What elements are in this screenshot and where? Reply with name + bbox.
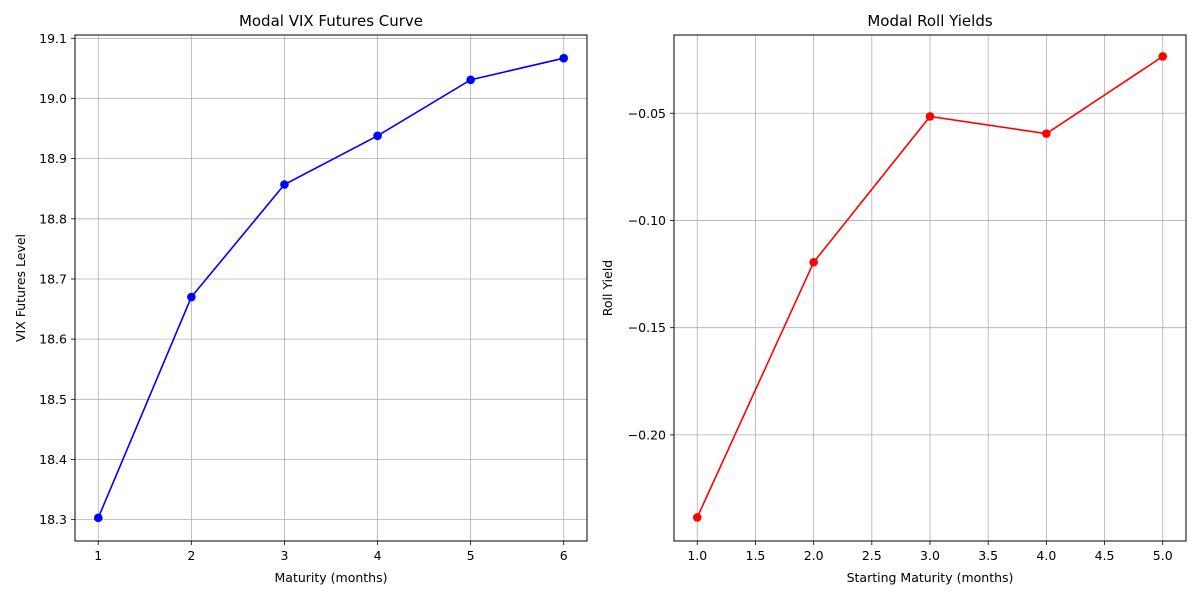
data-point: [187, 292, 196, 302]
grid-lines: [75, 35, 587, 541]
y-tick-label: −0.10: [628, 213, 666, 228]
y-tick-label: 19.0: [39, 91, 67, 106]
x-tick-label: 3: [280, 548, 288, 563]
data-point: [1042, 129, 1051, 138]
data-point: [692, 513, 702, 522]
x-tick-label: 3.0: [920, 548, 940, 563]
x-tick-label: 1: [94, 548, 102, 563]
plot-frame: [74, 34, 588, 542]
data-point: [373, 131, 382, 141]
chart-title: Modal Roll Yields: [867, 12, 993, 30]
y-tick-label: 18.8: [39, 211, 67, 226]
chart-title: Modal VIX Futures Curve: [239, 12, 423, 30]
x-tick-label: 3.5: [978, 548, 998, 563]
y-tick-label: 18.6: [39, 332, 67, 347]
x-axis-label: Maturity (months): [275, 570, 388, 585]
x-tick-label: 6: [560, 548, 568, 563]
x-tick-label: 2: [187, 548, 195, 563]
y-tick-label: 18.5: [39, 392, 67, 407]
series-line: [97, 57, 564, 519]
x-tick-label: 1.0: [687, 548, 707, 563]
x-axis-label: Starting Maturity (months): [847, 570, 1014, 585]
data-point: [466, 75, 475, 85]
y-tick-label: 18.7: [39, 271, 67, 286]
x-tick-label: 4: [374, 548, 382, 563]
series-layer: [93, 53, 569, 523]
x-tick-label: 2.0: [804, 548, 824, 563]
x-tick-label: 5.0: [1153, 548, 1173, 563]
data-point: [93, 513, 103, 523]
y-tick-label: −0.15: [628, 320, 666, 335]
y-tick-label: −0.05: [628, 106, 666, 121]
vix-futures-curve-chart: 1 2 3 4 5 6 18.3 18.4 18.5 18.6 18.7 18.8 18.9 19.0 19…: [13, 12, 588, 585]
y-tick-label: 19.1: [39, 31, 67, 46]
x-tick-label: 4.0: [1036, 548, 1056, 563]
series-layer: [692, 52, 1168, 522]
y-axis-label: Roll Yield: [600, 260, 615, 316]
x-tick-label: 1.5: [746, 548, 766, 563]
y-tick-label: 18.3: [39, 512, 67, 527]
y-tick-label: 18.4: [39, 452, 67, 467]
y-tick-label: −0.20: [628, 427, 666, 442]
data-point: [925, 112, 935, 121]
grid-lines: [674, 35, 1186, 541]
ticks: 1.0 1.5 2.0 2.5 3.0 3.5 4.0 4.5 5.0 −0.20 −0.15 −0.…: [628, 106, 1173, 563]
y-axis-label: VIX Futures Level: [13, 234, 28, 342]
data-point: [280, 180, 289, 189]
x-tick-label: 5: [467, 548, 475, 563]
roll-yields-chart: 1.0 1.5 2.0 2.5 3.0 3.5 4.0 4.5 5.0 −0.20 −0.15 −0.…: [600, 12, 1187, 585]
data-point: [1158, 52, 1168, 61]
x-tick-label: 4.5: [1095, 548, 1115, 563]
x-tick-label: 2.5: [862, 548, 882, 563]
y-tick-label: 18.9: [39, 151, 67, 166]
ticks: 1 2 3 4 5 6 18.3 18.4 18.5 18.6 18.7 18.8 18.9 19.0 19…: [39, 31, 568, 563]
data-point: [559, 53, 569, 63]
data-point: [809, 257, 818, 267]
